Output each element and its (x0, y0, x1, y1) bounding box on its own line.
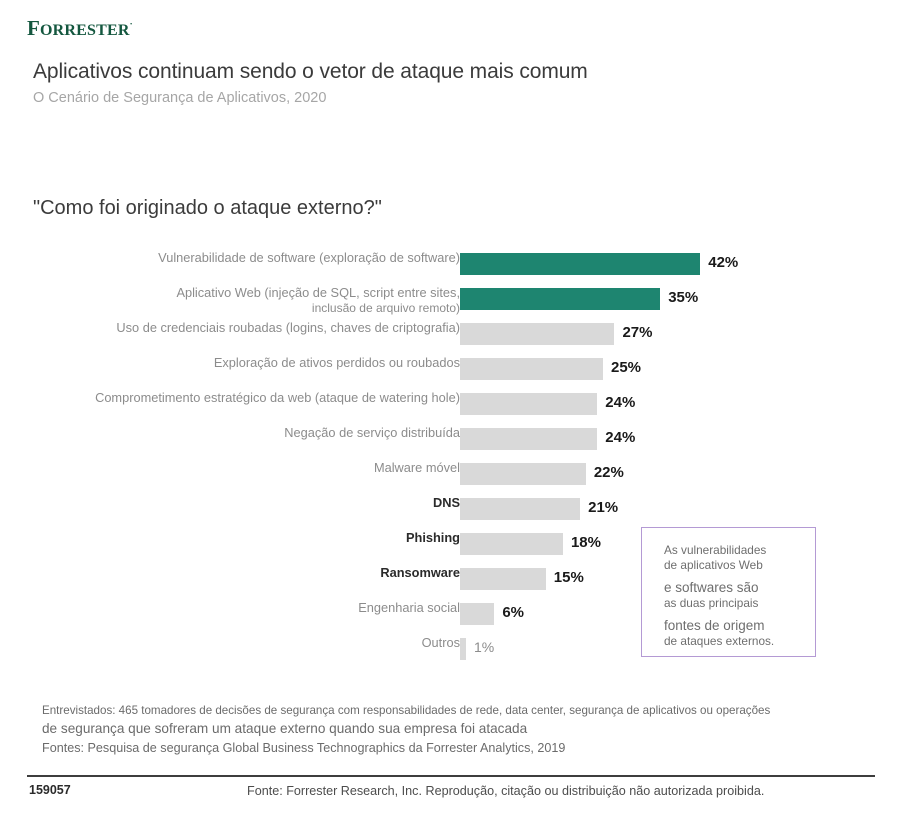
chart-row: Negação de serviço distribuída 24% (0, 424, 901, 459)
chart-title: "Como foi originado o ataque externo?" (33, 197, 382, 219)
bar (460, 638, 466, 660)
bar-label: Phishing (40, 529, 460, 546)
bar (460, 533, 563, 555)
chart-row: Malware móvel 22% (0, 459, 901, 494)
bar (460, 253, 701, 275)
bar-label-line-1: Aplicativo Web (injeção de SQL, script e… (176, 285, 460, 300)
chart-row: Uso de credenciais roubadas (logins, cha… (0, 319, 901, 354)
footnotes: Entrevistados: 465 tomadores de decisões… (42, 703, 901, 757)
footer-divider (27, 775, 875, 777)
chart-row: DNS 21% (0, 494, 901, 529)
callout-line-5: fontes de origem (664, 618, 765, 633)
bar-label-line-1: Negação de serviço distribuída (284, 425, 460, 440)
bar-value-label: 27% (622, 324, 653, 341)
chart-row: Phishing 18% (0, 529, 901, 564)
callout-paragraph-3: fontes de origem de ataques externos. (664, 618, 815, 648)
bar-label: Uso de credenciais roubadas (logins, cha… (40, 319, 460, 336)
callout-line-2: de aplicativos Web (664, 557, 763, 572)
bar-value-label: 22% (593, 464, 624, 481)
bar-label-line-1: Phishing (405, 530, 460, 545)
bar (460, 428, 598, 450)
trademark-icon: · (129, 19, 133, 29)
bar (460, 463, 586, 485)
bar (460, 323, 615, 345)
bar (460, 568, 546, 590)
bar-value-label: 25% (611, 359, 642, 376)
bar-value-label: 24% (605, 394, 636, 411)
sources-note: Fontes: Pesquisa de segurança Global Bus… (42, 741, 566, 755)
logo-lead-letter: F (27, 16, 41, 40)
bar (460, 603, 495, 625)
callout-box: As vulnerabilidades de aplicativos Web e… (641, 527, 816, 657)
bar-label-line-1: Engenharia social (358, 600, 460, 615)
respondents-note-line-2: de segurança que sofreram um ataque exte… (42, 721, 528, 736)
callout-content: As vulnerabilidades de aplicativos Web e… (642, 528, 815, 648)
bar (460, 498, 581, 520)
bar-label: Comprometimento estratégico da web (ataq… (40, 389, 460, 406)
callout-paragraph-1: As vulnerabilidades de aplicativos Web (664, 543, 815, 572)
bar-label-line-1: Vulnerabilidade de software (exploração … (158, 250, 460, 265)
bar-chart: Vulnerabilidade de software (exploração … (0, 249, 901, 669)
bar (460, 393, 598, 415)
callout-line-1: As vulnerabilidades (664, 543, 767, 557)
logo-rest-letters: ORRESTER (40, 22, 130, 39)
copyright-notice: Fonte: Forrester Research, Inc. Reproduç… (247, 784, 765, 798)
bar-label-line-1: Exploração de ativos perdidos ou roubado… (213, 355, 460, 370)
bar-value-label: 35% (668, 289, 699, 306)
page-subtitle: O Cenário de Segurança de Aplicativos, 2… (33, 90, 327, 106)
bar-label: Malware móvel (40, 459, 460, 476)
document-id: 159057 (29, 783, 71, 797)
bar-label-line-1: Malware móvel (373, 460, 460, 475)
bar-label: Ransomware (40, 564, 460, 581)
bar-value-label: 21% (588, 499, 619, 516)
forrester-logo: FORRESTER· (27, 18, 133, 39)
bar-value-label: 1% (474, 639, 495, 655)
chart-row: Comprometimento estratégico da web (ataq… (0, 389, 901, 424)
bar-value-label: 18% (570, 534, 601, 551)
bar-label-line-1: Ransomware (380, 565, 460, 580)
bar-value-label: 24% (605, 429, 636, 446)
bar-label: Negação de serviço distribuída (40, 424, 460, 441)
bar-label-line-2: inclusão de arquivo remoto) (311, 301, 460, 315)
chart-row: Aplicativo Web (injeção de SQL, script e… (0, 284, 901, 319)
bar-value-label: 15% (553, 569, 584, 586)
bar-label-line-1: Uso de credenciais roubadas (logins, cha… (116, 320, 460, 335)
respondents-note-line-1: Entrevistados: 465 tomadores de decisões… (42, 704, 771, 717)
chart-row: Ransomware 15% (0, 564, 901, 599)
bar-label: Engenharia social (40, 599, 460, 616)
callout-line-3: e softwares são (664, 580, 759, 595)
page-title: Aplicativos continuam sendo o vetor de a… (33, 60, 588, 83)
bar (460, 288, 661, 310)
bar-label-line-1: Comprometimento estratégico da web (ataq… (95, 390, 460, 405)
bar (460, 358, 603, 380)
bar-label-line-1: DNS (432, 495, 460, 510)
bar-value-label: 42% (708, 254, 739, 271)
chart-row: Outros 1% (0, 634, 901, 669)
callout-line-6: de ataques externos. (664, 633, 775, 648)
bar-label: Aplicativo Web (injeção de SQL, script e… (40, 284, 460, 316)
bar-value-label: 6% (502, 604, 524, 621)
callout-line-4: as duas principais (664, 595, 759, 610)
bar-label: Outros (40, 634, 460, 651)
chart-row: Vulnerabilidade de software (exploração … (0, 249, 901, 284)
callout-paragraph-2: e softwares são as duas principais (664, 580, 815, 610)
bar-label: Vulnerabilidade de software (exploração … (40, 249, 460, 266)
chart-row: Exploração de ativos perdidos ou roubado… (0, 354, 901, 389)
bar-label: DNS (40, 494, 460, 511)
bar-label: Exploração de ativos perdidos ou roubado… (40, 354, 460, 371)
bar-label-line-1: Outros (421, 635, 460, 650)
chart-row: Engenharia social 6% (0, 599, 901, 634)
